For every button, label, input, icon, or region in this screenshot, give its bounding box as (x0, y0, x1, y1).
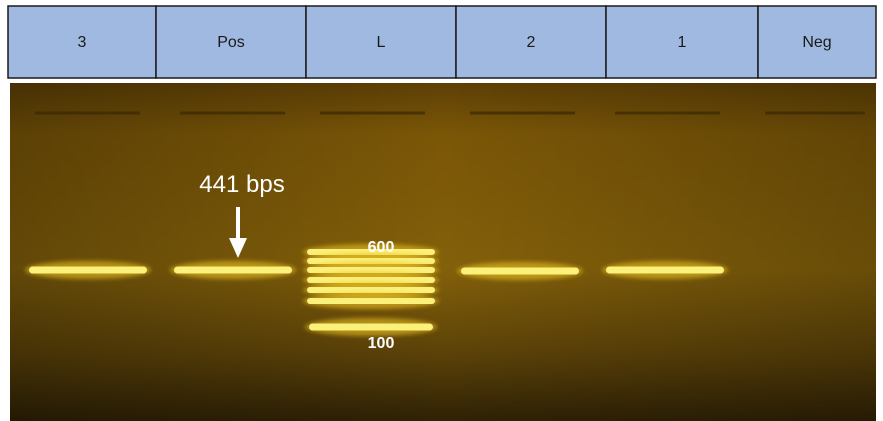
lane-label: 3 (78, 34, 87, 51)
page: {"header": {"lanes": ["3", "Pos", "L", "… (0, 0, 883, 421)
band (29, 267, 147, 274)
lane-label: 1 (678, 34, 687, 51)
figure: 3 Pos L 2 1 Neg 441 bps 600 100 (0, 0, 883, 421)
band (606, 267, 724, 274)
band (461, 268, 579, 275)
ladder-label: 600 (368, 239, 395, 256)
band-annotation: 441 bps (199, 171, 284, 198)
band (309, 324, 433, 331)
lane-header: 3 Pos L 2 1 Neg (8, 6, 876, 78)
lane-label: L (377, 34, 386, 51)
lane-label: 2 (527, 34, 536, 51)
band (174, 267, 292, 274)
gel-image (10, 83, 876, 421)
band (307, 298, 435, 304)
band (307, 287, 435, 293)
lane-label: Neg (802, 34, 831, 51)
lane-label: Pos (217, 34, 245, 51)
ladder-label: 100 (368, 335, 395, 352)
